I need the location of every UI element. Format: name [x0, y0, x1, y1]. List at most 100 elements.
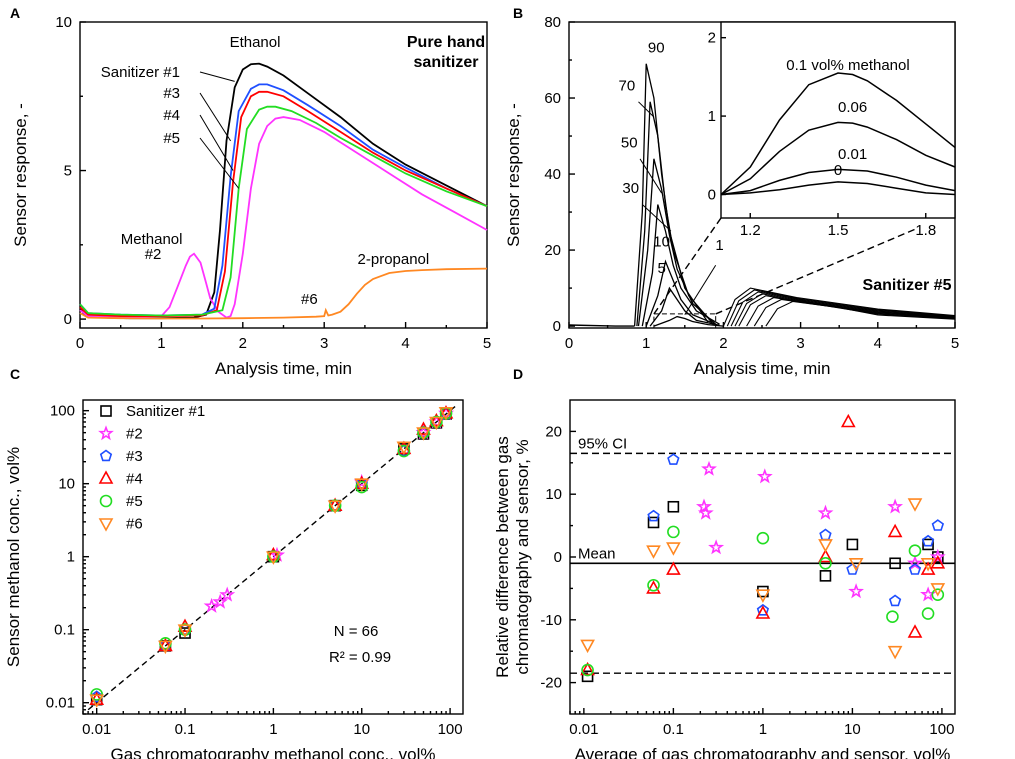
y-tick-label: -20 [540, 675, 562, 692]
peak-label-ethanol: Ethanol [230, 34, 281, 51]
y-axis-label: Sensor methanol conc., vol% [4, 447, 23, 667]
data-point [755, 589, 771, 603]
stats-r2: R² = 0.99 [329, 649, 391, 666]
zoom-box [653, 313, 717, 329]
series-line [79, 83, 488, 317]
y-axis-label: chromatography and sensor, % [513, 439, 532, 674]
x-tick-label: 2 [239, 335, 247, 352]
legend-label: #6 [126, 516, 143, 533]
data-point [99, 494, 113, 508]
data-point [921, 534, 935, 547]
data-point [931, 519, 945, 531]
y-tick-label: 10 [55, 14, 72, 31]
data-point [696, 498, 712, 514]
y-tick-label: 10 [545, 486, 562, 503]
x-axis-label: Analysis time, min [694, 359, 831, 378]
inset-series-line [720, 181, 956, 196]
inset-series-line [720, 72, 956, 196]
data-point [353, 473, 370, 489]
x-tick-label: 1 [642, 335, 650, 352]
zoom-connector [715, 227, 919, 315]
reference-line-label: Mean [578, 545, 616, 562]
y-tick-label: 20 [545, 423, 562, 440]
legend-label: #2 [126, 426, 143, 443]
inset-x-tick-label: 1.2 [740, 222, 761, 239]
leader-line [199, 71, 235, 82]
data-point [819, 556, 832, 570]
data-point [922, 538, 934, 551]
inset-x-tick-label: 1.8 [915, 222, 936, 239]
leader-line [199, 114, 234, 171]
series-label: 90 [648, 39, 665, 56]
data-point [886, 610, 899, 623]
y-tick-label: 60 [544, 90, 561, 107]
data-point [266, 551, 281, 565]
data-point [647, 516, 660, 529]
panel-d: D 95% CI Mean 0.01 0.1 1 10 100 -20 -10 0 10 20 Avera… [493, 366, 956, 759]
x-tick-label: 0.1 [663, 721, 684, 738]
data-point [98, 425, 114, 441]
x-tick-label: 1 [759, 721, 767, 738]
data-point [354, 478, 370, 492]
series-label: #3 [163, 85, 180, 102]
series-label: #4 [163, 107, 180, 124]
data-point [647, 578, 660, 592]
data-point [158, 640, 173, 655]
data-point [327, 497, 343, 512]
y-axis-label: Sensor response, - [11, 103, 30, 247]
data-point [438, 406, 454, 421]
data-point [416, 427, 431, 441]
leader-line [684, 265, 717, 315]
ethanol-tail-line [722, 287, 956, 327]
data-point [907, 498, 923, 512]
data-point [818, 548, 833, 563]
leader-line [199, 137, 240, 189]
data-point [666, 542, 681, 556]
x-tick-label: 0.01 [569, 721, 598, 738]
data-point [846, 538, 859, 551]
data-point [756, 468, 773, 484]
legend-label: #5 [126, 493, 143, 510]
data-point [931, 588, 945, 601]
data-point [929, 548, 946, 564]
data-point [887, 523, 903, 538]
series-label: #6 [301, 291, 318, 308]
inset-y-tick-label: 2 [708, 30, 716, 47]
inset-frame [720, 21, 956, 219]
data-point [848, 557, 864, 572]
data-point [818, 539, 833, 553]
series-line [641, 204, 720, 327]
y-axis-label: Relative difference between gas [493, 436, 512, 678]
series-line [649, 286, 720, 327]
panel-label: C [10, 366, 20, 382]
x-tick-label: 10 [353, 721, 370, 738]
zoom-connector [653, 217, 722, 315]
panel-label: D [513, 366, 523, 382]
y-axis-label: Sensor response, - [504, 103, 523, 247]
data-point [819, 570, 832, 582]
data-point [667, 500, 680, 513]
x-tick-label: 4 [874, 335, 882, 352]
x-tick-label: 0.1 [175, 721, 196, 738]
panel-label: B [513, 5, 523, 21]
data-point [90, 688, 103, 701]
legend-label: #3 [126, 448, 143, 465]
data-point [907, 624, 923, 638]
x-tick-label: 5 [951, 335, 959, 352]
data-point [701, 460, 717, 476]
data-point [581, 663, 594, 677]
series-line [637, 158, 717, 327]
data-point [99, 449, 113, 462]
inset-y-tick-label: 0 [708, 186, 716, 203]
y-tick-label: 100 [50, 403, 75, 420]
inset-y-tick-label: 1 [708, 108, 716, 125]
baseline-line [568, 324, 635, 327]
inset-series-label: 0.01 [838, 146, 867, 163]
data-point [580, 639, 595, 654]
data-point [177, 624, 193, 638]
data-point [580, 661, 595, 676]
peak-label-2-propanol: 2-propanol [358, 251, 430, 268]
series-line [79, 105, 488, 317]
